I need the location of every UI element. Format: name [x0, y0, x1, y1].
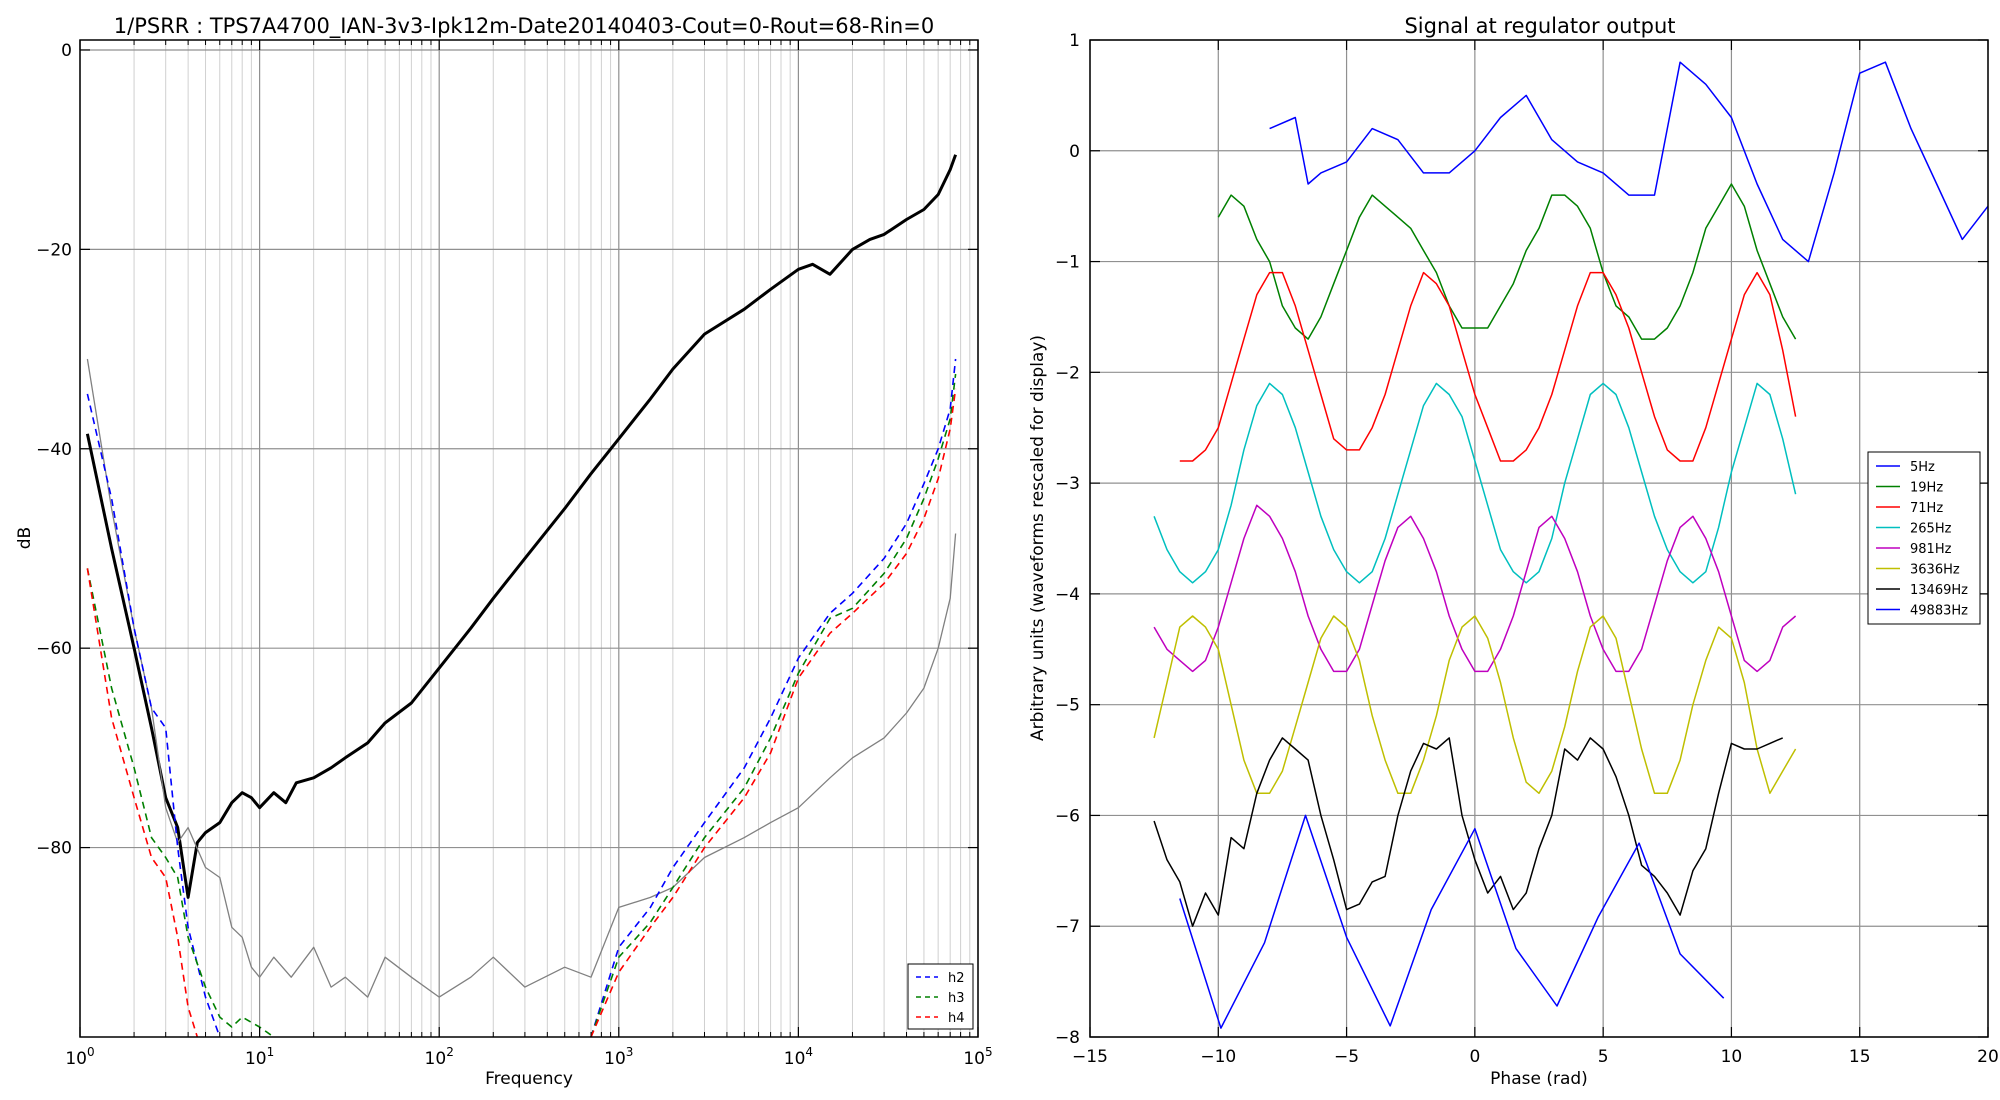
series-line-13469Hz [1153, 737, 1783, 927]
x-tick-label: 10 [1721, 1047, 1743, 1067]
signal-chart-legend: 5Hz 19Hz 71Hz 265Hz 981Hz 3636Hz 13469Hz 49883H… [1867, 451, 1981, 625]
psrr-chart-xlabel: Frequency [485, 1069, 573, 1089]
legend-label: 49883Hz [1910, 604, 1968, 619]
series-line-981Hz [1153, 504, 1797, 673]
series-line-h3 [590, 373, 957, 1038]
y-tick-label: −7 [1055, 917, 1080, 937]
signal-chart-frame [1089, 39, 1989, 1038]
psrr-chart-ticks: 100 101 102 103 104 105 0 −20 −40 −60 −80 [36, 40, 993, 1069]
series-line-h3 [86, 568, 275, 1038]
y-tick-label: −60 [36, 639, 72, 659]
x-tick-label: 0 [1469, 1047, 1480, 1067]
y-tick-label: −6 [1055, 806, 1080, 826]
x-tick-label: 105 [963, 1045, 992, 1069]
signal-chart-title: Signal at regulator output [1404, 14, 1675, 38]
y-tick-label: 0 [61, 41, 72, 61]
legend-label: 19Hz [1910, 481, 1943, 496]
y-tick-label: −8 [1055, 1028, 1080, 1048]
psrr-chart-legend: h2 h3 h4 [907, 963, 974, 1030]
legend-box [1867, 451, 1981, 625]
x-tick-label: 5 [1598, 1047, 1609, 1067]
y-tick-label: −40 [36, 440, 72, 460]
signal-chart-xlabel: Phase (rad) [1490, 1069, 1588, 1089]
y-tick-label: −2 [1055, 363, 1080, 383]
legend-label: 13469Hz [1910, 583, 1968, 598]
legend-label: 981Hz [1910, 542, 1952, 557]
x-tick-label: 102 [425, 1045, 454, 1069]
y-tick-label: −1 [1055, 253, 1080, 273]
signal-chart-ylabel: Arbitrary units (waveforms rescaled for … [1028, 335, 1048, 741]
y-tick-label: 1 [1069, 31, 1080, 51]
y-tick-label: −4 [1055, 585, 1080, 605]
x-tick-label: −15 [1072, 1047, 1108, 1067]
y-tick-label: −80 [36, 839, 72, 859]
y-tick-label: −5 [1055, 696, 1080, 716]
series-line-19Hz [1217, 183, 1797, 340]
signal-chart-series [1153, 61, 1989, 1029]
signal-chart: Signal at regulator output −15 −10 −5 0 5 10 1… [1028, 14, 1999, 1089]
legend-label: 71Hz [1910, 501, 1943, 516]
x-tick-label: 100 [65, 1045, 94, 1069]
series-line-5Hz [1269, 61, 1989, 263]
series-line-psrr [86, 358, 957, 998]
series-line-3636Hz [1153, 615, 1797, 795]
y-tick-label: −3 [1055, 474, 1080, 494]
psrr-chart-ylabel: dB [15, 527, 35, 549]
y-tick-label: −20 [36, 240, 72, 260]
legend-label: 5Hz [1910, 460, 1935, 475]
series-line-psrr [85, 154, 958, 899]
psrr-chart-grid [79, 40, 979, 1037]
x-tick-label: 15 [1849, 1047, 1871, 1067]
x-tick-label: 103 [604, 1045, 633, 1069]
series-line-h2 [86, 393, 221, 1038]
psrr-chart: 1/PSRR : TPS7A4700_IAN-3v3-Ipk12m-Date20… [15, 14, 993, 1089]
legend-label: 3636Hz [1910, 563, 1960, 578]
series-line-265Hz [1153, 382, 1797, 584]
legend-label: h3 [948, 991, 965, 1006]
x-tick-label: −5 [1334, 1047, 1359, 1067]
legend-label: h4 [948, 1011, 965, 1026]
x-tick-label: 104 [784, 1045, 813, 1069]
psrr-chart-frame [79, 39, 979, 1038]
psrr-chart-title: 1/PSRR : TPS7A4700_IAN-3v3-Ipk12m-Date20… [114, 14, 934, 39]
legend-label: 265Hz [1910, 522, 1952, 537]
series-line-h4 [590, 388, 957, 1038]
series-line-71Hz [1179, 271, 1797, 462]
series-line-49883Hz [1179, 814, 1725, 1029]
legend-label: h2 [948, 971, 965, 986]
x-tick-label: 20 [1977, 1047, 1999, 1067]
x-tick-label: −10 [1200, 1047, 1236, 1067]
x-tick-label: 101 [245, 1045, 274, 1069]
psrr-chart-series [85, 154, 958, 1038]
y-tick-label: 0 [1069, 142, 1080, 162]
